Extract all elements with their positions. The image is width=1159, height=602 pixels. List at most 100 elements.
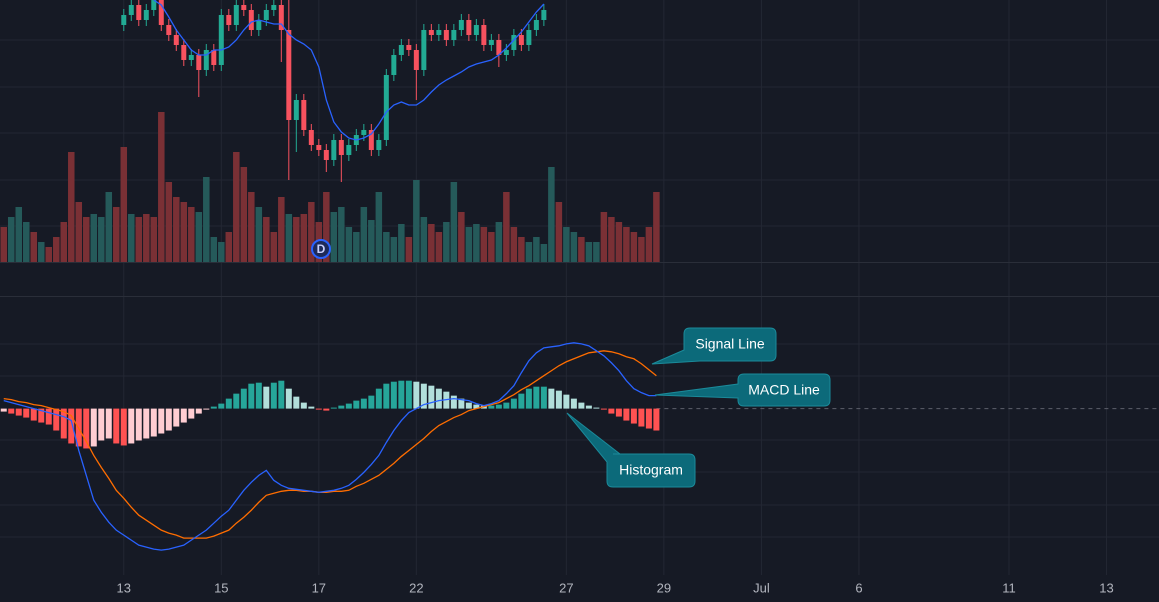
volume-bar: [623, 227, 630, 262]
histogram-bar: [360, 398, 367, 409]
callout-box: [651, 327, 777, 365]
candle-body: [481, 25, 487, 45]
marker-badge[interactable]: [311, 239, 331, 259]
histogram-bar: [128, 408, 135, 444]
volume-bar: [105, 192, 113, 262]
candle-body: [436, 30, 442, 35]
histogram-bar: [98, 408, 105, 441]
volume-bar: [420, 217, 428, 262]
histogram-bar: [495, 404, 502, 409]
histogram-bar: [270, 382, 277, 409]
volume-bar: [270, 232, 278, 262]
volume-bar: [615, 222, 623, 262]
volume-bar: [503, 192, 510, 262]
volume-bar: [45, 247, 53, 262]
volume-bar: [428, 224, 435, 262]
histogram-bar: [218, 403, 225, 409]
volume-bar: [308, 202, 315, 262]
candle-body: [128, 5, 134, 15]
volume-bar: [53, 237, 60, 262]
candle-body: [196, 55, 202, 70]
candle-body: [496, 40, 502, 55]
callout-box: [654, 373, 831, 407]
volume-bar: [173, 197, 180, 262]
histogram-bar: [45, 408, 52, 425]
callout-box: [566, 412, 696, 488]
dividend-marker[interactable]: D: [311, 239, 331, 259]
histogram-bar: [548, 388, 555, 409]
histogram-bar: [390, 381, 397, 409]
histogram-bar: [608, 408, 615, 414]
histogram-bar: [630, 408, 637, 424]
histogram-bar: [308, 406, 315, 409]
volume-bar: [30, 232, 38, 262]
candle-body: [308, 130, 314, 145]
volume-bar: [443, 222, 450, 262]
histogram-bar: [188, 408, 195, 419]
marker-label[interactable]: D: [317, 242, 326, 256]
candle-body: [526, 30, 532, 45]
histogram-bar: [173, 408, 180, 427]
histogram-bar: [600, 408, 607, 410]
candle-body: [533, 20, 539, 30]
histogram-bar: [60, 408, 67, 439]
volume-bar: [345, 227, 353, 262]
candle-body: [301, 100, 307, 130]
histogram-bar: [255, 382, 262, 409]
volume-bar: [368, 220, 375, 262]
candle-body: [406, 45, 412, 50]
x-tick-label: 13: [117, 580, 131, 595]
volume-bar: [645, 227, 653, 262]
candle-body: [158, 0, 164, 25]
histogram-bar: [353, 400, 360, 409]
moving-average: [153, 0, 545, 141]
candle-body: [293, 100, 299, 120]
volume-bar: [15, 207, 23, 262]
histogram-bar: [53, 408, 60, 431]
histogram-bar: [473, 404, 480, 409]
volume-bar: [240, 167, 248, 262]
histogram-bar: [293, 396, 300, 409]
volume-bar: [120, 147, 128, 262]
volume-bar: [398, 224, 405, 262]
volume-bar: [488, 232, 495, 262]
volume-bar: [360, 207, 368, 262]
histogram-bar: [645, 408, 652, 429]
candle-body: [361, 130, 367, 135]
histogram-bar: [90, 408, 97, 447]
histogram-bar: [435, 388, 442, 409]
candle-body: [248, 10, 254, 30]
indicator-line: [3, 342, 657, 551]
candle-body: [143, 10, 149, 20]
volume-bar: [413, 180, 420, 262]
histogram-bar: [638, 408, 645, 427]
volume-bar: [323, 192, 330, 262]
volume-bar: [188, 207, 195, 262]
callout: Signal Line: [651, 327, 777, 365]
volume-bar: [203, 177, 210, 262]
histogram-bar: [113, 408, 120, 444]
candle-body: [383, 75, 389, 140]
volume-bar: [278, 197, 285, 262]
histogram-bar: [135, 408, 142, 441]
candle-body: [121, 15, 127, 25]
callout-text: Histogram: [619, 462, 683, 478]
volume-bar: [330, 212, 338, 262]
volume-bar: [210, 237, 218, 262]
histogram-bar: [203, 408, 210, 410]
histogram-bar: [233, 393, 240, 409]
histogram-bar: [195, 408, 202, 414]
candle-body: [271, 5, 277, 10]
volume-bar: [533, 237, 540, 262]
histogram-bar: [623, 408, 630, 421]
callout-text: MACD Line: [748, 382, 820, 398]
x-tick-label: 27: [559, 580, 573, 595]
volume-bar: [113, 207, 120, 262]
histogram-bar: [570, 398, 577, 409]
volume-bar: [638, 237, 645, 262]
candle-body: [218, 15, 224, 65]
histogram-bar: [248, 383, 255, 409]
histogram-bar: [8, 408, 15, 414]
